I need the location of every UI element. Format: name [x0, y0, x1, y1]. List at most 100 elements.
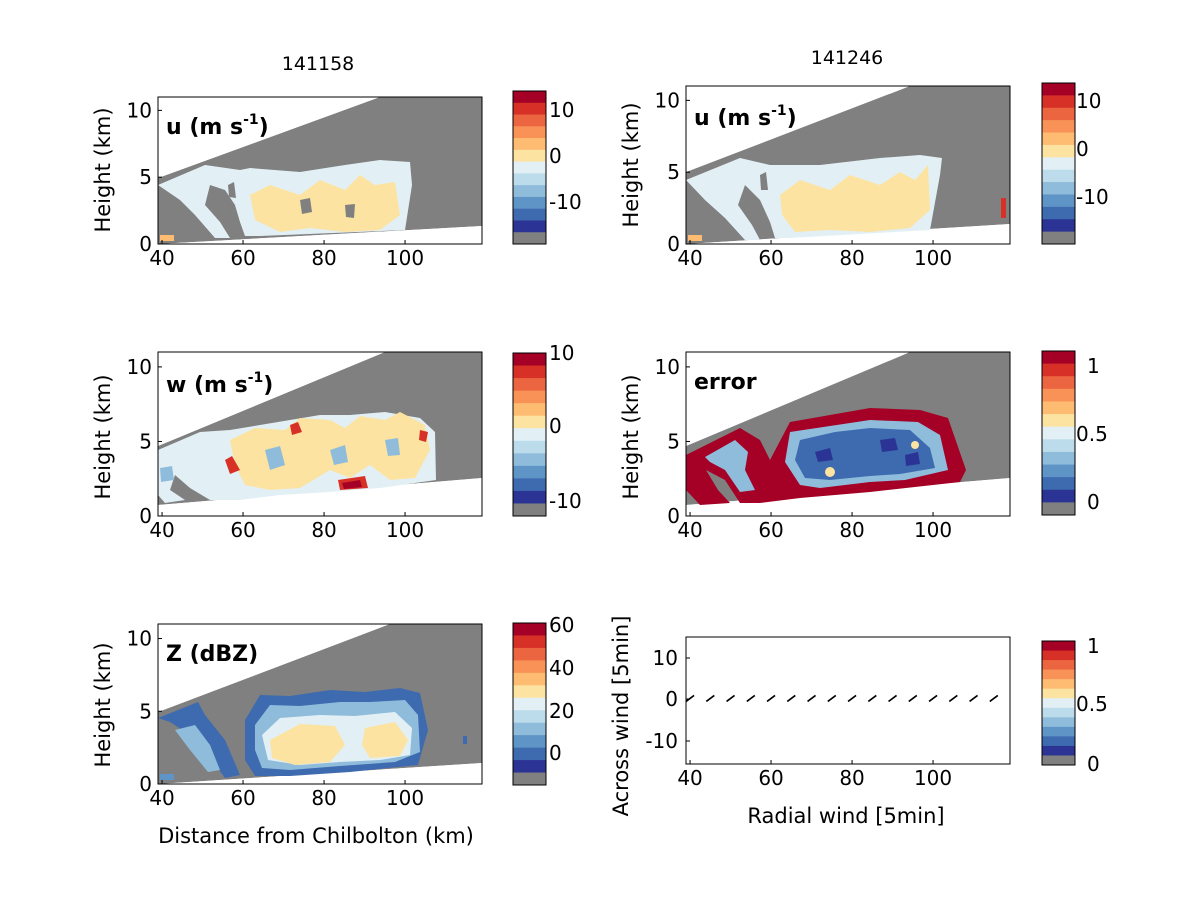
panel-u-right-xticks: 40 60 80 100 [677, 240, 952, 270]
wind-vector [948, 694, 958, 703]
vec-ytick-0: 0 [665, 687, 678, 711]
panel-w-left-frame [157, 351, 483, 517]
error-lowest [815, 438, 920, 466]
colorbar-swatch [1042, 426, 1075, 440]
cbar1-tick-minus10: -10 [549, 190, 582, 214]
cbar3-tick-minus10: -10 [549, 489, 582, 513]
x-tick-label: 100 [386, 786, 424, 810]
colorbar-swatch [513, 772, 546, 786]
wind-vector [786, 694, 796, 703]
y-tick-label: 10 [127, 627, 152, 651]
colorbar-swatch [1042, 736, 1075, 747]
panel-w-left-colorbar [512, 352, 547, 517]
cbar2-tick-0: 0 [1076, 137, 1089, 161]
y-tick-label: 0 [139, 232, 152, 256]
colorbar-swatch [1042, 717, 1075, 728]
colorbar-swatch [1042, 194, 1075, 208]
clear-air-upper [158, 97, 380, 178]
panel-u-right-plot [686, 86, 1010, 244]
colorbar-swatch [513, 415, 546, 429]
colorbar-swatch [1042, 107, 1075, 121]
panel-z-yticks: 0 5 10 [127, 627, 162, 796]
colorbar-swatch [513, 635, 546, 649]
panel-u-right-colorbar [1041, 82, 1076, 245]
wind-vector [685, 694, 695, 703]
cbar6-tick-0.5: 0.5 [1076, 692, 1108, 716]
clear-air-upper [686, 352, 910, 446]
colorbar-swatch [1042, 688, 1075, 699]
colorbar-swatch [513, 365, 546, 379]
x-tick-label: 60 [758, 518, 783, 542]
colorbar-swatch [513, 697, 546, 711]
colorbar-swatch [1042, 660, 1075, 671]
x-tick-label: 40 [149, 786, 174, 810]
near-radar-echo [160, 774, 174, 780]
colorbar-swatch [513, 722, 546, 736]
colorbar-swatch [513, 440, 546, 454]
wind-vector [867, 694, 877, 703]
clear-air-upper [686, 86, 910, 172]
colorbar-swatch [1042, 132, 1075, 146]
panel-vectors-xticks: 40 60 80 100 [677, 760, 952, 790]
x-tick-label: 80 [311, 518, 336, 542]
wind-vector [888, 694, 898, 703]
colorbar-swatch [513, 503, 546, 517]
colorbar-swatch [513, 453, 546, 467]
x-tick-label: 80 [839, 766, 864, 790]
wind-vector [989, 694, 999, 703]
colorbar-swatch [1042, 669, 1075, 680]
panel-error-label: error [694, 370, 757, 395]
wind-vector [969, 694, 979, 703]
colorbar-swatch [513, 710, 546, 724]
colorbar-frame [1041, 82, 1076, 245]
colorbar-swatch [1042, 376, 1075, 390]
isolated-echo [1001, 198, 1006, 218]
clear-air-upper [158, 624, 390, 712]
x-tick-label: 100 [914, 246, 952, 270]
colorbar-swatch [1042, 698, 1075, 709]
colorbar-swatch [513, 403, 546, 417]
x-tick-label: 40 [677, 518, 702, 542]
panel-u-right-yticks: 0 5 10 [655, 88, 690, 256]
colorbar-swatch [1042, 451, 1075, 466]
echo-positive [230, 412, 430, 490]
error-spot [911, 441, 919, 449]
colorbar-swatch [513, 685, 546, 699]
panel-z-label: Z (dBZ) [166, 642, 258, 667]
vector-marks [685, 694, 999, 703]
panel-vectors-xlabel: Radial wind [5min] [747, 804, 944, 828]
panel-error: 40 60 80 100 0 5 10 error Height (km) 1 0.5 0 [619, 350, 1108, 542]
colorbar-swatch [513, 220, 546, 233]
x-tick-label: 100 [386, 518, 424, 542]
colorbar-swatch [1042, 95, 1075, 109]
y-tick-label: 5 [139, 429, 152, 453]
cbar4-tick-0: 0 [1087, 490, 1100, 514]
panel-z-xticks: 40 60 80 100 [149, 780, 424, 810]
colorbar-swatch [513, 208, 546, 221]
below-radar [686, 478, 1010, 516]
colorbar-swatch [513, 138, 546, 151]
colorbar-swatch [1042, 641, 1075, 652]
colorbar-swatch [1042, 157, 1075, 171]
panel-error-colorbar [1041, 350, 1076, 516]
colorbar-swatch [513, 647, 546, 661]
wind-vector [726, 694, 736, 703]
cbar5-tick-40: 40 [549, 656, 574, 680]
colorbar-swatch [513, 353, 546, 367]
y-tick-label: 5 [139, 165, 152, 189]
panel-w-left-plot [158, 352, 482, 516]
panel-u-left-plot [158, 97, 482, 244]
x-tick-label: 100 [914, 766, 952, 790]
panel-z-ylabel: Height (km) [91, 642, 115, 767]
x-tick-label: 40 [677, 246, 702, 270]
colorbar-swatch [1042, 707, 1075, 718]
y-tick-label: 0 [667, 504, 680, 528]
colorbar-swatch [513, 232, 546, 245]
x-tick-label: 60 [758, 246, 783, 270]
panel-error-xticks: 40 60 80 100 [677, 512, 952, 542]
wind-vector [827, 694, 837, 703]
panel-error-plot [686, 352, 1010, 516]
